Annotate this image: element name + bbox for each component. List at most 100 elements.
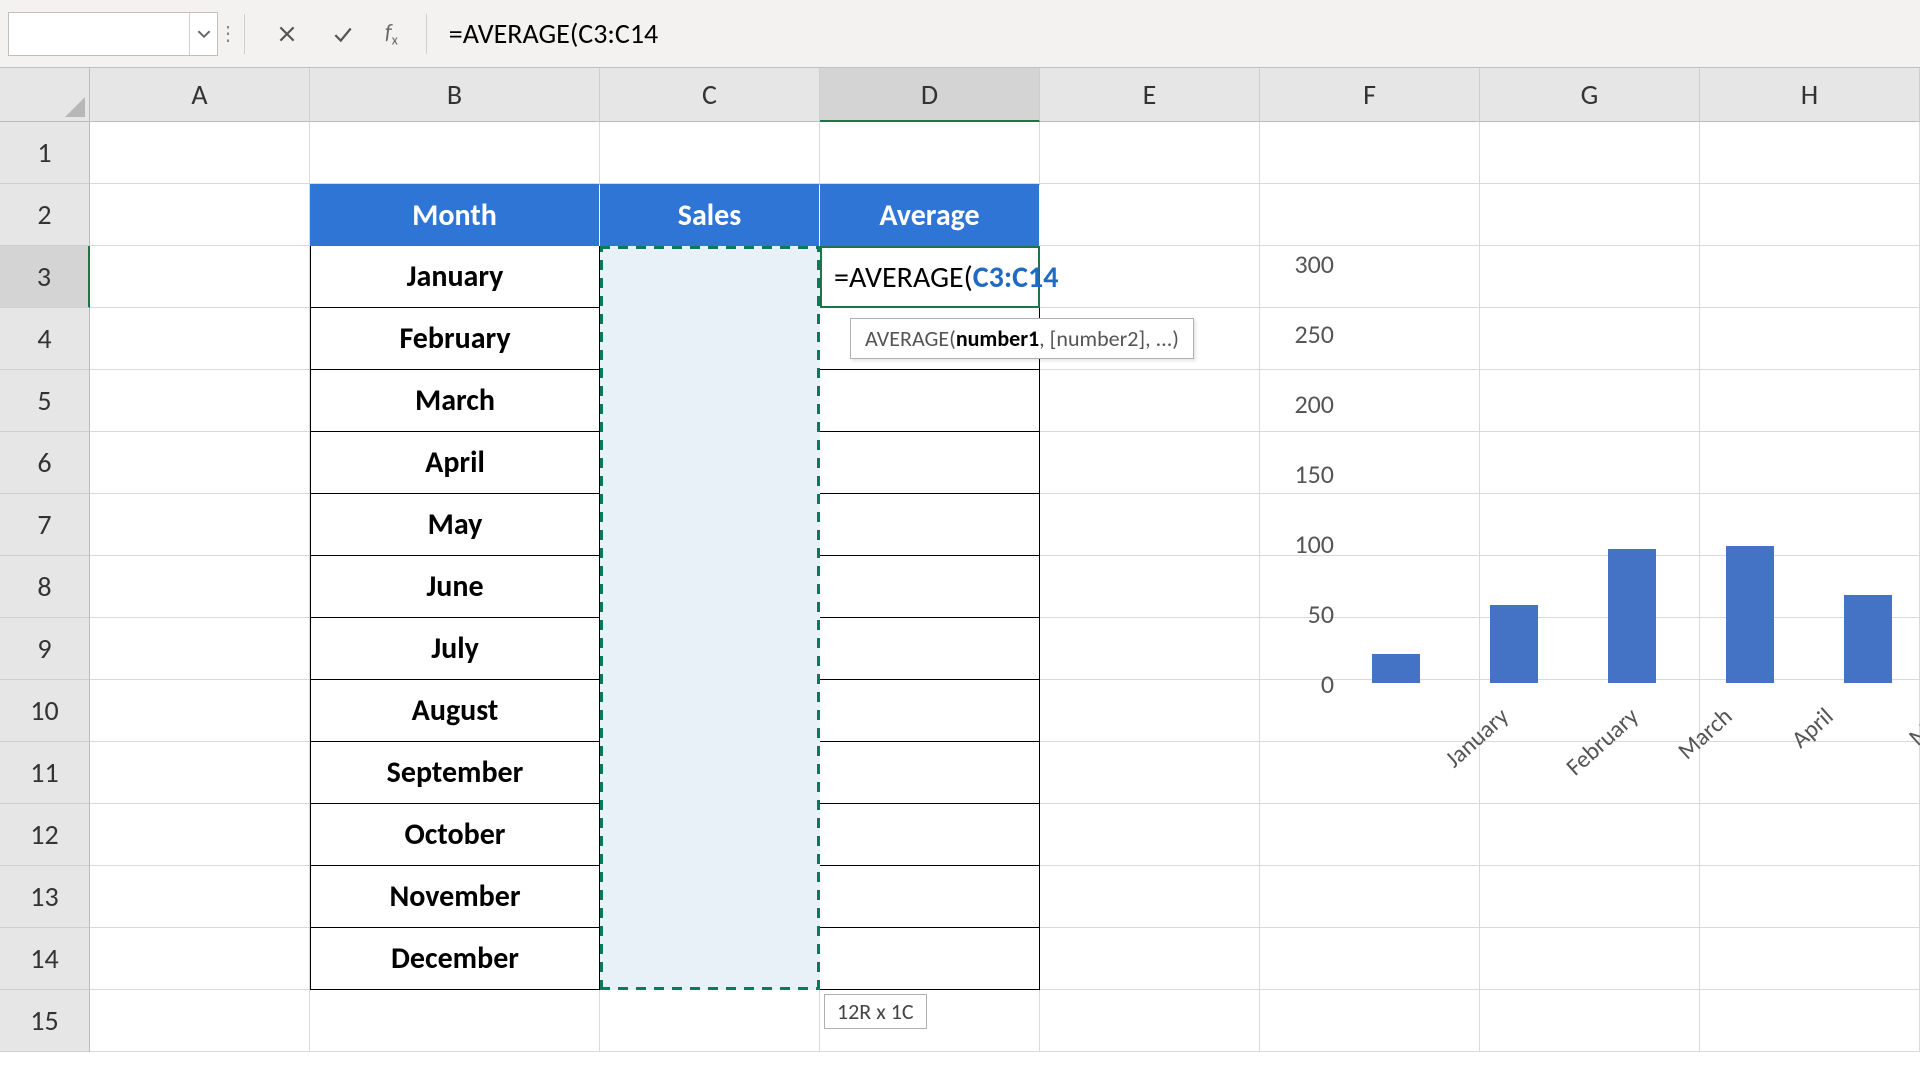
cell-F1[interactable]	[1260, 122, 1480, 184]
cell-E3[interactable]	[1040, 246, 1260, 308]
cell-F2[interactable]	[1260, 184, 1480, 246]
cell-C6[interactable]: 98	[600, 432, 820, 494]
cell-E9[interactable]	[1040, 618, 1260, 680]
cell-H3[interactable]	[1700, 246, 1920, 308]
cell-E13[interactable]	[1040, 866, 1260, 928]
cell-A11[interactable]	[90, 742, 310, 804]
cell-G2[interactable]	[1480, 184, 1700, 246]
cell-H11[interactable]	[1700, 742, 1920, 804]
cell-D1[interactable]	[820, 122, 1040, 184]
cell-G15[interactable]	[1480, 990, 1700, 1052]
cell-C7[interactable]: 63	[600, 494, 820, 556]
cell-A6[interactable]	[90, 432, 310, 494]
formula-bar-expand-icon[interactable]: ⋮	[218, 21, 230, 46]
cell-E11[interactable]	[1040, 742, 1260, 804]
column-header-H[interactable]: H	[1700, 68, 1920, 122]
cell-C14[interactable]: 254	[600, 928, 820, 990]
cell-B2[interactable]: Month	[310, 184, 600, 246]
cell-B5[interactable]: March	[310, 370, 600, 432]
column-header-F[interactable]: F	[1260, 68, 1480, 122]
row-header-13[interactable]: 13	[0, 866, 90, 928]
row-header-6[interactable]: 6	[0, 432, 90, 494]
row-header-8[interactable]: 8	[0, 556, 90, 618]
cell-A8[interactable]	[90, 556, 310, 618]
select-all-corner[interactable]	[0, 68, 90, 122]
column-header-C[interactable]: C	[600, 68, 820, 122]
cell-D13[interactable]	[820, 866, 1040, 928]
cell-B1[interactable]	[310, 122, 600, 184]
cell-G1[interactable]	[1480, 122, 1700, 184]
cell-F15[interactable]	[1260, 990, 1480, 1052]
cell-B8[interactable]: June	[310, 556, 600, 618]
enter-formula-button[interactable]	[315, 12, 371, 56]
cell-C10[interactable]: 41	[600, 680, 820, 742]
cell-B6[interactable]: April	[310, 432, 600, 494]
cell-D12[interactable]	[820, 804, 1040, 866]
cell-H13[interactable]	[1700, 866, 1920, 928]
cell-D2[interactable]: Average	[820, 184, 1040, 246]
row-header-5[interactable]: 5	[0, 370, 90, 432]
cell-E15[interactable]	[1040, 990, 1260, 1052]
name-box-dropdown[interactable]	[189, 13, 217, 55]
cell-E2[interactable]	[1040, 184, 1260, 246]
cell-G13[interactable]	[1480, 866, 1700, 928]
row-header-1[interactable]: 1	[0, 122, 90, 184]
cell-E10[interactable]	[1040, 680, 1260, 742]
cell-H2[interactable]	[1700, 184, 1920, 246]
cancel-formula-button[interactable]	[259, 12, 315, 56]
cell-E14[interactable]	[1040, 928, 1260, 990]
cell-D9[interactable]	[820, 618, 1040, 680]
cell-D10[interactable]	[820, 680, 1040, 742]
cell-G4[interactable]	[1480, 308, 1700, 370]
column-header-D[interactable]: D	[820, 68, 1040, 122]
cell-D7[interactable]	[820, 494, 1040, 556]
row-header-9[interactable]: 9	[0, 618, 90, 680]
cell-B14[interactable]: December	[310, 928, 600, 990]
cell-F14[interactable]	[1260, 928, 1480, 990]
cell-A1[interactable]	[90, 122, 310, 184]
row-header-2[interactable]: 2	[0, 184, 90, 246]
cell-A3[interactable]	[90, 246, 310, 308]
cell-E1[interactable]	[1040, 122, 1260, 184]
cell-C1[interactable]	[600, 122, 820, 184]
cell-C2[interactable]: Sales	[600, 184, 820, 246]
insert-function-button[interactable]: fx	[385, 18, 398, 48]
cell-H1[interactable]	[1700, 122, 1920, 184]
cell-C3[interactable]: 21	[600, 246, 820, 308]
cell-A12[interactable]	[90, 804, 310, 866]
row-header-12[interactable]: 12	[0, 804, 90, 866]
row-header-11[interactable]: 11	[0, 742, 90, 804]
cell-A4[interactable]	[90, 308, 310, 370]
cell-B3[interactable]: January	[310, 246, 600, 308]
cell-C5[interactable]: 96	[600, 370, 820, 432]
cell-A15[interactable]	[90, 990, 310, 1052]
cell-D5[interactable]	[820, 370, 1040, 432]
cell-C8[interactable]: 89	[600, 556, 820, 618]
name-box[interactable]	[8, 12, 218, 56]
row-header-4[interactable]: 4	[0, 308, 90, 370]
column-header-B[interactable]: B	[310, 68, 600, 122]
cell-E12[interactable]	[1040, 804, 1260, 866]
cell-A13[interactable]	[90, 866, 310, 928]
cell-B13[interactable]: November	[310, 866, 600, 928]
worksheet[interactable]: ABCDEFGH 123456789101112131415 MonthSale…	[0, 68, 1920, 1080]
cell-B12[interactable]: October	[310, 804, 600, 866]
column-header-A[interactable]: A	[90, 68, 310, 122]
cell-C15[interactable]	[600, 990, 820, 1052]
cell-B7[interactable]: May	[310, 494, 600, 556]
cell-B4[interactable]: February	[310, 308, 600, 370]
cell-C11[interactable]: 68	[600, 742, 820, 804]
cell-A5[interactable]	[90, 370, 310, 432]
cell-G6[interactable]	[1480, 432, 1700, 494]
formula-input[interactable]: =AVERAGE(C3:C14	[441, 10, 1920, 57]
cell-A7[interactable]	[90, 494, 310, 556]
cell-D3[interactable]: =AVERAGE(C3:C14	[820, 246, 1040, 308]
cell-A14[interactable]	[90, 928, 310, 990]
bar-chart[interactable]: 050100150200250300JanuaryFebruaryMarchAp…	[1260, 246, 1276, 262]
cell-A10[interactable]	[90, 680, 310, 742]
cell-C9[interactable]: 63	[600, 618, 820, 680]
cell-E6[interactable]	[1040, 432, 1260, 494]
cell-grid[interactable]: MonthSalesAverage January21=AVERAGE(C3:C1…	[90, 122, 1920, 1080]
cell-H15[interactable]	[1700, 990, 1920, 1052]
cell-H5[interactable]	[1700, 370, 1920, 432]
